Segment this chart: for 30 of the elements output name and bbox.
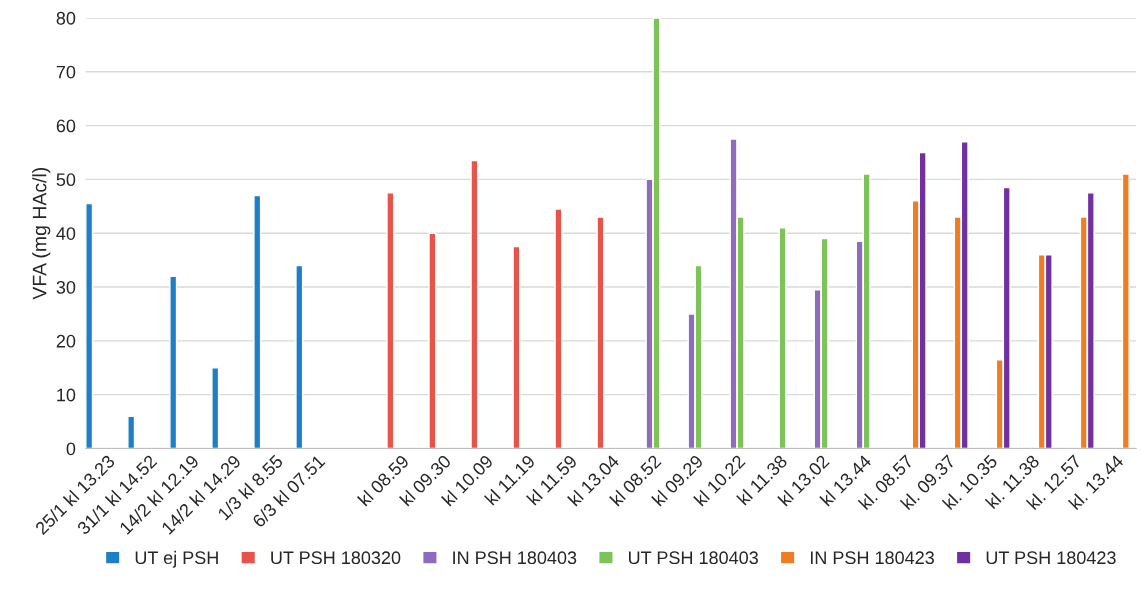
- y-tick-label: 70: [56, 65, 76, 79]
- legend-label: UT PSH 180423: [986, 551, 1116, 565]
- bar: [512, 245, 521, 449]
- y-tick-label: 0: [66, 442, 76, 456]
- bar: [596, 216, 605, 449]
- bar: [1121, 173, 1130, 449]
- legend-label: UT PSH 180403: [628, 551, 758, 565]
- bar: [778, 227, 787, 449]
- legend-label: UT PSH 180320: [271, 551, 401, 565]
- bar: [554, 208, 563, 449]
- bar: [428, 232, 437, 449]
- legend-label: IN PSH 180423: [810, 551, 934, 565]
- y-tick-label: 10: [57, 388, 76, 402]
- y-tick-label: 30: [56, 280, 76, 294]
- bar: [470, 159, 479, 449]
- bar: [85, 202, 94, 449]
- y-axis-title: VFA (mg HAc/l): [32, 167, 51, 300]
- y-tick-label: 40: [56, 227, 76, 240]
- y-tick-label: 50: [56, 173, 76, 187]
- y-tick-label: 60: [56, 119, 76, 133]
- y-tick-label: 80: [56, 11, 76, 25]
- legend-label: UT ej PSH: [135, 550, 218, 568]
- bar: [386, 192, 395, 449]
- bar: [127, 415, 136, 449]
- y-tick-label: 20: [56, 334, 76, 348]
- legend-label: IN PSH 180403: [453, 551, 577, 565]
- bar: [211, 367, 220, 449]
- bar: [169, 275, 178, 449]
- bar: [295, 264, 304, 449]
- bar: [253, 194, 262, 449]
